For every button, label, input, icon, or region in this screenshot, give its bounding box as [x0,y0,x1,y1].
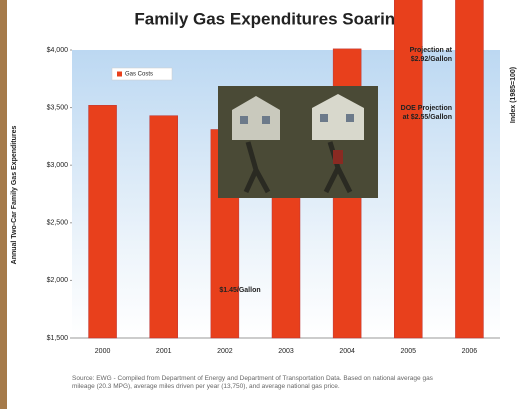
y2-axis-label: Index (1985=100) [510,67,517,123]
annotation: at $2.55/Gallon [403,114,452,121]
side-strip [0,0,7,409]
y-tick-label: $4,000 [47,47,69,54]
bar [394,0,423,339]
x-tick-label: 2000 [95,348,111,355]
source-note: Source: EWG - Compiled from Department o… [72,375,433,390]
chart-title: Family Gas Expenditures Soaring [134,9,405,28]
bar [149,115,178,339]
legend-label: Gas Costs [125,72,153,78]
x-tick-label: 2003 [278,348,294,355]
legend: Gas Costs [111,67,173,81]
x-tick-label: 2002 [217,348,233,355]
photo [218,86,378,198]
legend-swatch [117,71,122,77]
y-axis-label: Annual Two-Car Family Gas Expenditures [11,126,18,265]
annotation: DOE Projection [401,105,452,112]
x-tick-label: 2005 [400,348,416,355]
legend-box [111,67,173,81]
annotation: $1.45/Gallon [219,287,260,294]
bar [455,0,484,339]
x-tick-label: 2004 [339,348,355,355]
x-tick-label: 2006 [462,348,478,355]
y-tick-label: $2,500 [47,220,69,227]
y-tick-label: $3,500 [47,104,69,111]
annotation: Projection at [410,47,453,54]
x-tick-label: 2001 [156,348,172,355]
y-tick-label: $2,000 [47,277,69,284]
y-tick-label: $3,000 [47,162,69,169]
bar [88,105,117,339]
annotation: $2.92/Gallon [411,56,452,63]
y-tick-label: $1,500 [47,335,69,342]
